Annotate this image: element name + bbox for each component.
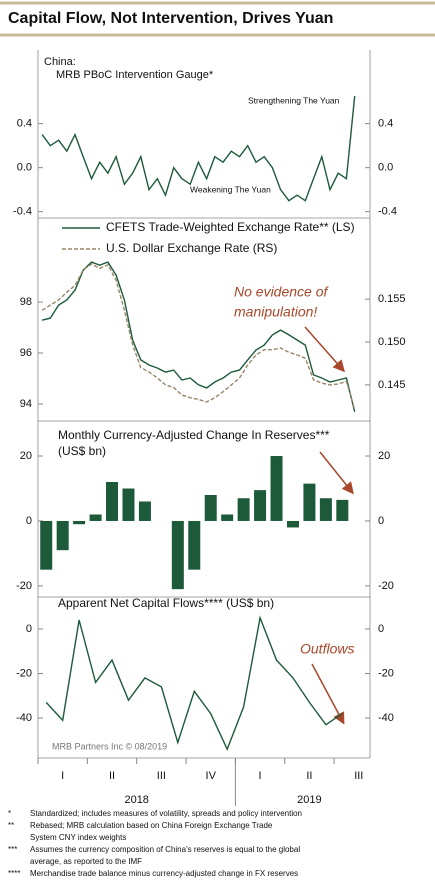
x-tick-label: IV xyxy=(206,770,217,782)
footnote: System CNY index weights xyxy=(30,833,126,842)
data-line xyxy=(41,96,356,202)
y-tick-label: 20 xyxy=(20,450,32,462)
bar xyxy=(319,498,332,521)
y-tick-label-right: 0.4 xyxy=(378,118,393,130)
y-tick-label-right: 20 xyxy=(378,450,390,462)
y-tick-label: 0 xyxy=(26,623,32,635)
panel-title: Monthly Currency-Adjusted Change In Rese… xyxy=(58,428,330,442)
bar xyxy=(138,501,151,521)
bar xyxy=(106,482,119,521)
data-line xyxy=(41,263,356,410)
bar xyxy=(73,520,86,525)
y-tick-label: 94 xyxy=(20,398,32,410)
y-tick-label-right: -40 xyxy=(378,712,394,724)
y2-tick-label: 0.155 xyxy=(378,293,406,305)
y-tick-label: -20 xyxy=(16,667,32,679)
page-title: Capital Flow, Not Intervention, Drives Y… xyxy=(8,10,333,27)
bar xyxy=(286,520,299,528)
y-tick-label: 0.4 xyxy=(17,118,32,130)
bar xyxy=(270,456,283,521)
y-tick-label: -40 xyxy=(16,712,32,724)
bar xyxy=(204,494,217,521)
x-tick-label: I xyxy=(61,770,64,782)
x-tick-label: III xyxy=(354,770,363,782)
bar xyxy=(303,483,316,521)
annotation: Weakening The Yuan xyxy=(190,184,271,194)
bar xyxy=(254,490,267,521)
data-line xyxy=(45,615,343,751)
footnote: Standardized; includes measures of volat… xyxy=(30,809,302,818)
footnote: Merchandise trade balance minus currency… xyxy=(30,869,298,878)
x-tick-label: II xyxy=(109,770,115,782)
y-tick-label-right: 0 xyxy=(378,623,384,635)
bar xyxy=(336,499,349,521)
bar xyxy=(237,498,250,521)
source: MRB Partners Inc © 08/2019 xyxy=(52,741,167,751)
footnote: Assumes the currency composition of Chin… xyxy=(30,845,300,854)
bar xyxy=(221,514,234,521)
y-tick-label: -0.4 xyxy=(13,206,32,218)
panel-title: China: xyxy=(44,56,76,68)
y-tick-label-right: -20 xyxy=(378,580,394,592)
year-label: 2019 xyxy=(297,794,321,806)
bar xyxy=(188,520,201,570)
footnote: Rebased; MRB calculation based on China … xyxy=(30,821,273,830)
x-tick-label: III xyxy=(157,770,166,782)
y-tick-label-right: 0.0 xyxy=(378,162,393,174)
footnote-mark: *** xyxy=(8,845,17,854)
footnote-mark: ** xyxy=(8,821,14,830)
annotation: manipulation! xyxy=(234,304,317,320)
bar xyxy=(56,520,69,551)
legend-label: U.S. Dollar Exchange Rate (RS) xyxy=(106,241,277,255)
panel-subtitle: MRB PBoC Intervention Gauge* xyxy=(56,69,214,81)
y-tick-label-right: -20 xyxy=(378,667,394,679)
legend-label: CFETS Trade-Weighted Exchange Rate** (LS… xyxy=(106,220,355,234)
panel-subtitle: (US$ bn) xyxy=(58,444,106,458)
annotation: No evidence of xyxy=(234,284,330,300)
x-tick-label: II xyxy=(306,770,312,782)
y2-tick-label: 0.150 xyxy=(378,336,406,348)
y-tick-label: -20 xyxy=(16,580,32,592)
y2-tick-label: 0.145 xyxy=(378,379,406,391)
annotation: Strengthening The Yuan xyxy=(248,95,340,105)
arrows xyxy=(304,326,354,725)
bar xyxy=(122,488,135,521)
footnote-mark: * xyxy=(8,809,11,818)
y-tick-label: 96 xyxy=(20,347,32,359)
y-tick-label-right: -0.4 xyxy=(378,206,397,218)
bar xyxy=(40,520,53,570)
year-label: 2018 xyxy=(124,794,148,806)
x-tick-label: I xyxy=(259,770,262,782)
panel-title: Apparent Net Capital Flows**** (US$ bn) xyxy=(58,596,274,610)
bar xyxy=(89,514,102,521)
footnote: average, as reported to the IMF xyxy=(30,857,142,866)
y-tick-label-right: 0 xyxy=(378,515,384,527)
y-tick-label: 0.0 xyxy=(17,162,32,174)
annotation: Outflows xyxy=(300,641,354,657)
y-tick-label: 0 xyxy=(26,515,32,527)
footnote-mark: **** xyxy=(8,869,20,878)
data-line xyxy=(41,261,356,412)
bar xyxy=(171,520,184,590)
y-tick-label: 98 xyxy=(20,296,32,308)
